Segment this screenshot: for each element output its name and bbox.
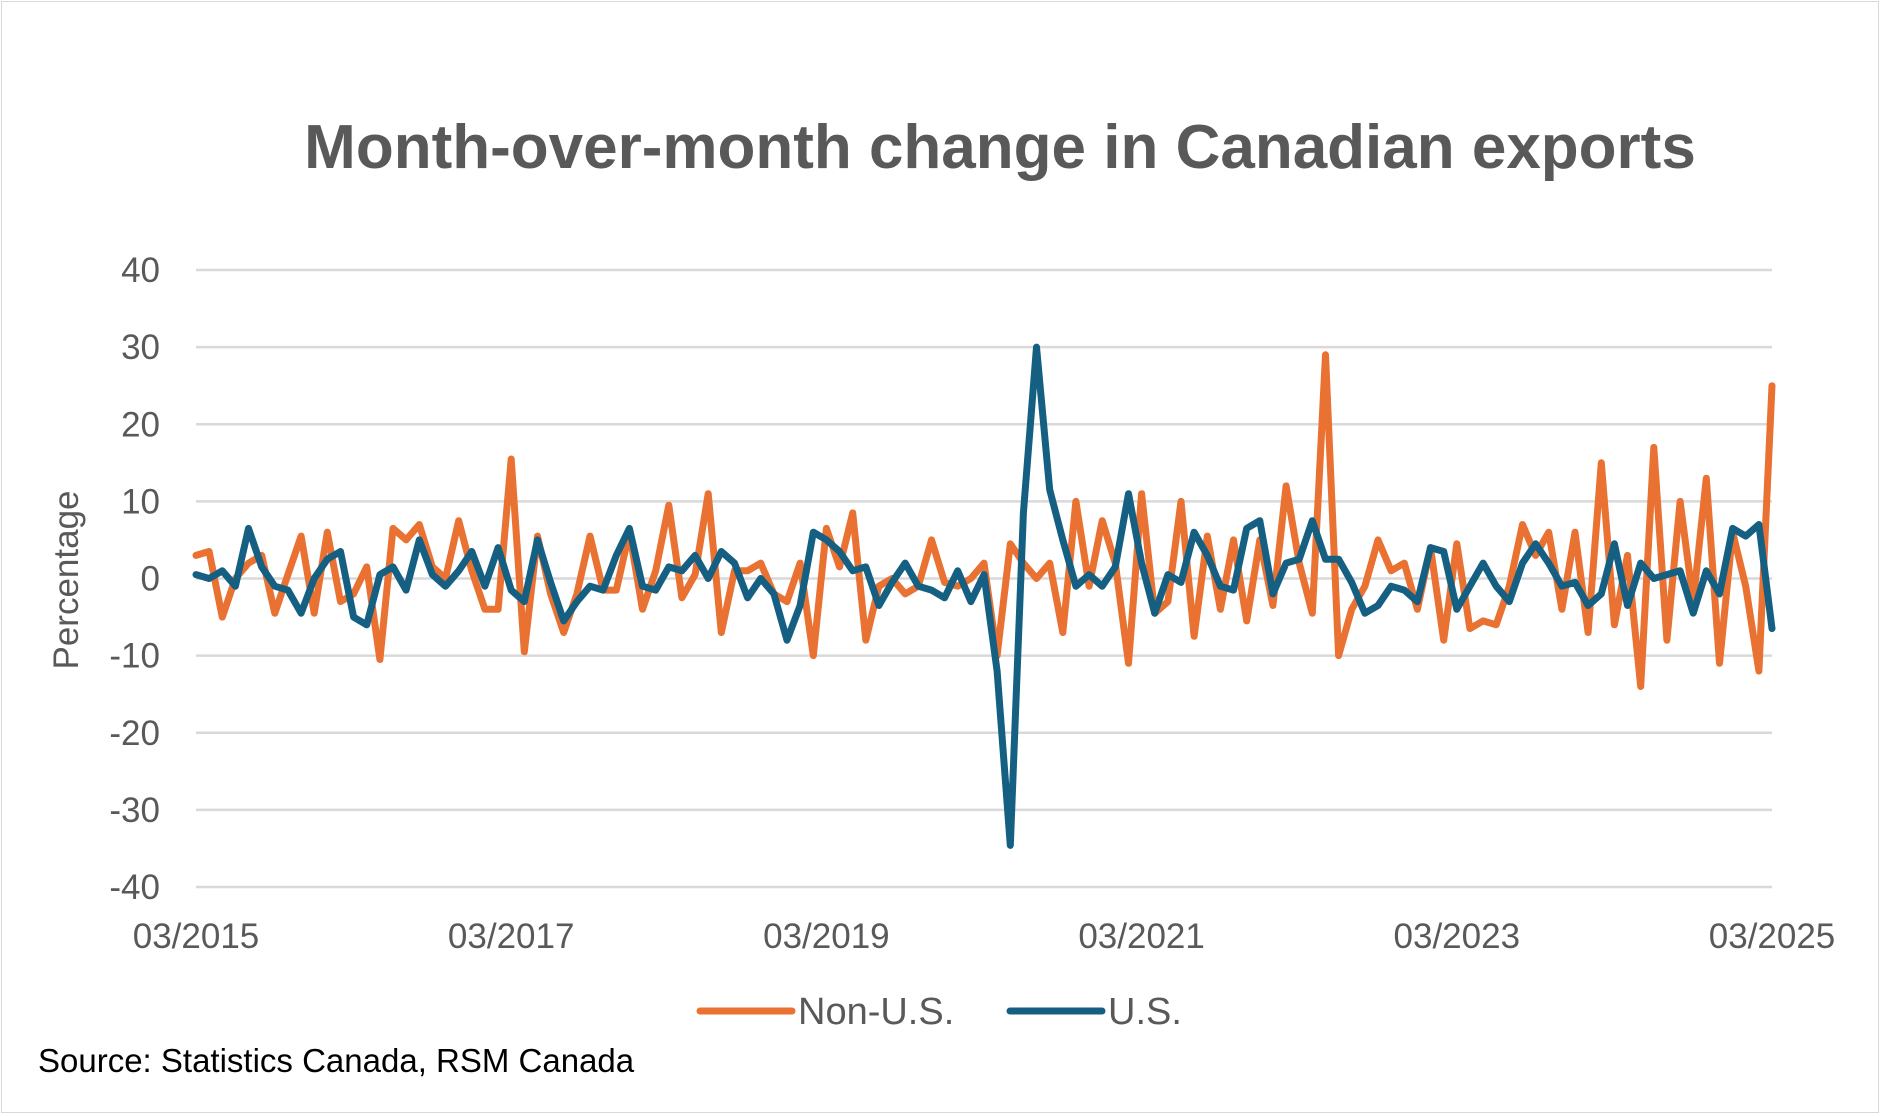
source-note: Source: Statistics Canada, RSM Canada xyxy=(38,1042,635,1079)
y-tick-label: 10 xyxy=(121,482,160,521)
series-line-us xyxy=(192,343,1776,849)
y-tick-label: -30 xyxy=(109,791,160,830)
y-tick-label: -20 xyxy=(109,714,160,753)
y-tick-label: -40 xyxy=(109,868,160,907)
legend: Non-U.S. U.S. xyxy=(696,991,1182,1033)
x-tick-label: 03/2021 xyxy=(1078,917,1205,956)
chart-title: Month-over-month change in Canadian expo… xyxy=(304,113,1696,182)
legend-label-non-us: Non-U.S. xyxy=(798,991,954,1033)
legend-label-us: U.S. xyxy=(1108,991,1182,1033)
gridlines xyxy=(196,268,1772,889)
y-tick-label: 40 xyxy=(121,251,160,290)
x-axis-ticks: 03/2015 03/2017 03/2019 03/2021 03/2023 03/20… xyxy=(133,917,1836,956)
y-tick-label: 30 xyxy=(121,328,160,367)
x-tick-label: 03/2019 xyxy=(763,917,890,956)
y-tick-label: -10 xyxy=(109,637,160,676)
y-tick-label: 20 xyxy=(121,405,160,444)
y-tick-label: 0 xyxy=(141,560,160,599)
x-tick-label: 03/2023 xyxy=(1394,917,1521,956)
y-axis-label: Percentage xyxy=(47,490,86,669)
y-axis-ticks: 40 30 20 10 0 -10 -20 -30 -40 xyxy=(109,251,160,907)
x-tick-label: 03/2015 xyxy=(133,917,260,956)
x-tick-label: 03/2025 xyxy=(1709,917,1836,956)
x-tick-label: 03/2017 xyxy=(448,917,575,956)
series-lines xyxy=(192,343,1776,849)
series-line-non-us xyxy=(192,351,1776,690)
